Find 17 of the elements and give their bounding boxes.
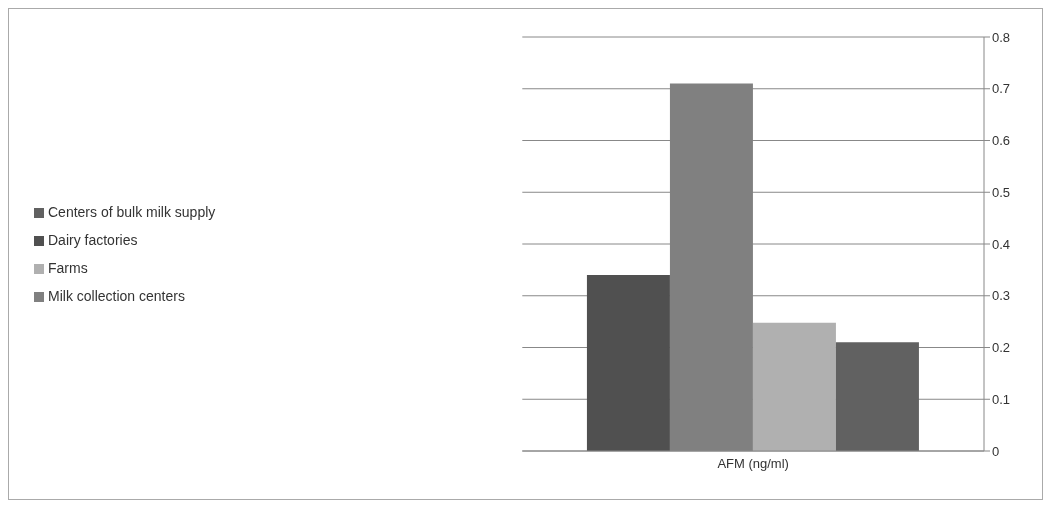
- y-tick-label: 0.6: [992, 133, 1011, 149]
- bar: [752, 322, 836, 451]
- bar: [835, 342, 919, 451]
- legend-label: Milk collection centers: [48, 288, 185, 304]
- y-tick-label: 0.7: [992, 81, 1011, 97]
- y-tick-label: 0.4: [992, 236, 1011, 252]
- legend-label: Farms: [48, 260, 88, 276]
- legend-label: Centers of bulk milk supply: [48, 204, 216, 220]
- bar: [586, 275, 670, 451]
- y-tick-label: 0.2: [992, 340, 1011, 356]
- y-tick-label: 0.3: [992, 288, 1011, 304]
- y-tick-label: 0.5: [992, 184, 1011, 200]
- x-tick-label: AFM (ng/ml): [717, 456, 789, 472]
- legend-label: Dairy factories: [48, 232, 138, 248]
- y-tick-label: 0.1: [992, 391, 1011, 407]
- y-tick-label: 0.8: [992, 29, 1011, 45]
- y-tick-label: 0: [992, 443, 1000, 459]
